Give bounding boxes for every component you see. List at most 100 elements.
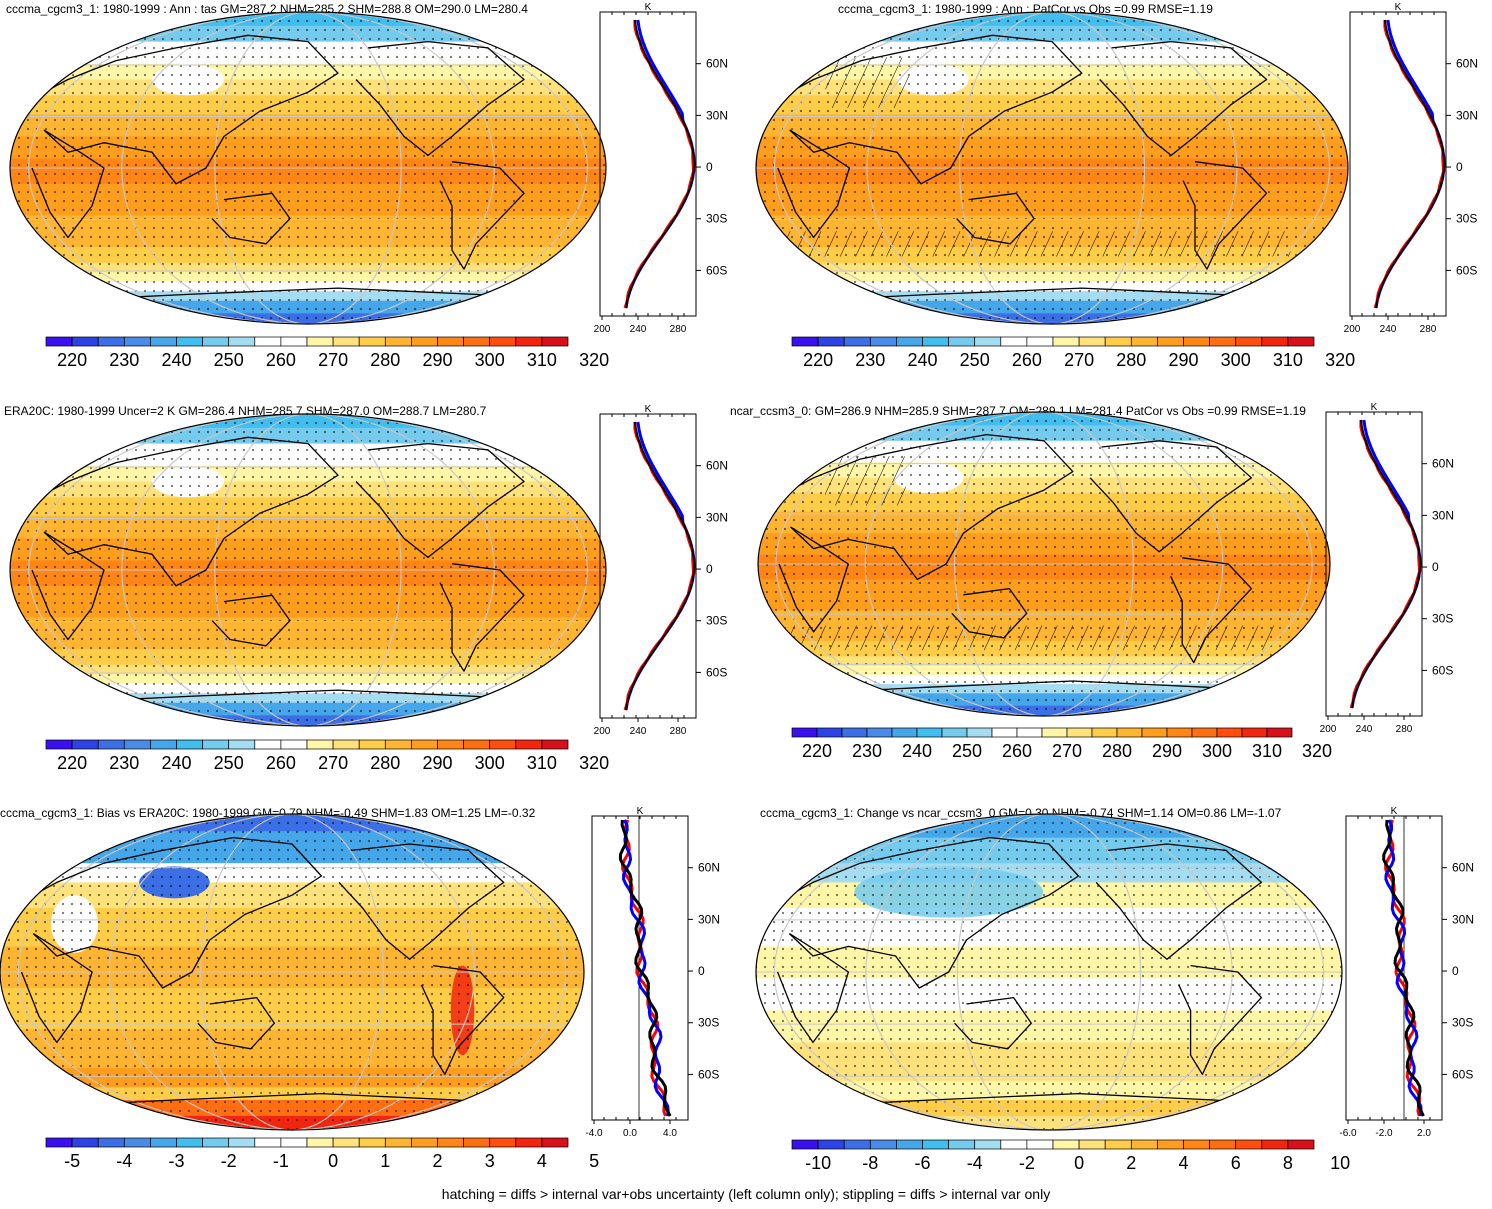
colorbar-tick-label: -4 [116,1151,132,1171]
colorbar-tick-label: 310 [1252,741,1282,761]
profile-lat-tick: 60N [1432,457,1454,471]
profile-lat-tick: 60S [706,263,727,277]
colorbar-tick-label: 320 [579,753,609,773]
profile-lat-tick: 30S [706,614,727,628]
colorbar-tick-label: 290 [1168,350,1198,370]
panel-2-map [755,11,1349,325]
colorbar-tick-label: 260 [266,350,296,370]
profile-lat-tick: 0 [698,964,705,978]
colorbar-tick-label: -8 [862,1153,878,1173]
colorbar-tick-label: 6 [1231,1153,1241,1173]
profile-x-tick: 280 [1396,724,1413,735]
colorbar-tick-label: 310 [527,753,557,773]
colorbar-tick-label: 0 [1074,1153,1084,1173]
profile-unit-label: K [645,404,652,415]
colorbar-tick-label: 280 [370,753,400,773]
profile-lat-tick: 30N [1456,108,1478,122]
profile-x-tick: 0.0 [623,1128,637,1139]
colorbar-tick-label: 290 [422,350,452,370]
profile-lat-tick: 60N [706,57,728,71]
panel-5-title: cccma_cgcm3_1: Bias vs ERA20C: 1980-1999… [0,806,536,820]
profile-lat-tick: 30N [698,912,720,926]
colorbar-tick-label: -3 [168,1151,184,1171]
colorbar-tick-label: 2 [1126,1153,1136,1173]
colorbar-tick-label: 280 [1116,350,1146,370]
colorbar-tick-label: -4 [967,1153,983,1173]
panel-2-zonal-profile: K 60N 30N 0 30S 60S 200 240 280 [1344,2,1478,335]
panel-1-title: cccma_cgcm3_1: 1980-1999 : Ann : tas GM=… [6,2,528,16]
profile-lat-tick: 30N [1432,508,1454,522]
colorbar-tick-label: 300 [1221,350,1251,370]
profile-lat-tick: 30N [706,510,728,524]
colorbar-tick-label: -5 [64,1151,80,1171]
profile-lat-tick: 60S [1452,1067,1473,1081]
panel-2-colorbar: 220 230 240 250 260 270 280 290 300 310 320 [791,336,1355,370]
colorbar-tick-label: 240 [902,741,932,761]
profile-lat-tick: 30N [1452,912,1474,926]
colorbar-tick-label: 220 [57,350,87,370]
colorbar-tick-label: 250 [214,753,244,773]
colorbar-tick-label: 230 [852,741,882,761]
colorbar-tick-label: 270 [318,753,348,773]
profile-lat-tick: 0 [1432,560,1439,574]
panel-5-colorbar: -5 -4 -3 -2 -1 0 1 2 3 4 5 [45,1137,599,1171]
colorbar-tick-label: 240 [907,350,937,370]
profile-lat-tick: 30S [698,1016,719,1030]
profile-x-tick: 2.0 [1417,1128,1431,1139]
colorbar-tick-label: 300 [475,350,505,370]
panel-3-zonal-profile: K 60N 30N 0 30S 60S 200 240 280 [594,404,728,737]
profile-lat-tick: 60N [706,459,728,473]
profile-lat-tick: 30N [706,108,728,122]
profile-x-tick: 200 [1344,324,1361,335]
profile-x-tick: 280 [670,726,687,737]
colorbar-tick-label: 5 [589,1151,599,1171]
profile-x-tick: 240 [630,726,647,737]
colorbar-tick-label: 0 [328,1151,338,1171]
profile-lat-tick: 0 [1456,160,1463,174]
colorbar-tick-label: 270 [1064,350,1094,370]
colorbar-tick-label: 290 [422,753,452,773]
colorbar-tick-label: 4 [1178,1153,1188,1173]
profile-x-tick: 240 [1380,324,1397,335]
profile-lat-tick: 30S [1452,1016,1473,1030]
footnote: hatching = diffs > internal var+obs unce… [441,1186,1051,1202]
colorbar-tick-label: -10 [805,1153,831,1173]
colorbar-tick-label: -1 [273,1151,289,1171]
colorbar-tick-label: 250 [952,741,982,761]
panel-6-colorbar: -10 -8 -6 -4 -2 0 2 4 6 8 10 [791,1139,1350,1173]
colorbar-tick-label: 270 [1052,741,1082,761]
panel-4-zonal-profile: K 60N 30N 0 30S 60S 200 240 280 [1320,402,1454,735]
panel-3-colorbar: 220 230 240 250 260 270 280 290 300 310 320 [45,739,609,773]
profile-x-tick: 280 [670,324,687,335]
colorbar-tick-label: 240 [161,350,191,370]
colorbar-tick-label: 230 [109,350,139,370]
profile-x-tick: 200 [594,726,611,737]
colorbar-tick-label: 290 [1152,741,1182,761]
profile-unit-label: K [645,2,652,13]
panel-6-map [755,813,1343,1131]
profile-x-tick: -6.0 [1339,1128,1357,1139]
colorbar-tick-label: 240 [161,753,191,773]
colorbar-tick-label: 300 [475,753,505,773]
colorbar-tick-label: -6 [914,1153,930,1173]
profile-lat-tick: 0 [706,160,713,174]
profile-lat-tick: 60S [1456,263,1477,277]
colorbar-tick-label: 310 [1273,350,1303,370]
colorbar-tick-label: 320 [579,350,609,370]
colorbar-tick-label: 260 [1002,741,1032,761]
panel-1-colorbar: 220 230 240 250 260 270 280 290 300 310 320 [45,336,609,370]
colorbar-tick-label: 1 [380,1151,390,1171]
profile-lat-tick: 60N [698,861,720,875]
colorbar-tick-label: 220 [803,350,833,370]
colorbar-tick-label: -2 [1019,1153,1035,1173]
profile-x-tick: -4.0 [585,1128,603,1139]
profile-lat-tick: 30S [1456,212,1477,226]
profile-lat-tick: 60S [1432,663,1453,677]
panel-2-title: cccma_cgcm3_1: 1980-1999 : Ann : PatCor … [838,2,1213,16]
colorbar-tick-label: 8 [1283,1153,1293,1173]
panel-6-zonal-profile: K 60N 30N 0 30S 60S -6.0 -2.0 2.0 [1339,806,1474,1139]
panel-6-title: cccma_cgcm3_1: Change vs ncar_ccsm3_0 GM… [760,806,1282,820]
colorbar-tick-label: 280 [1102,741,1132,761]
colorbar-tick-label: 320 [1302,741,1332,761]
panel-3-map [9,413,607,727]
